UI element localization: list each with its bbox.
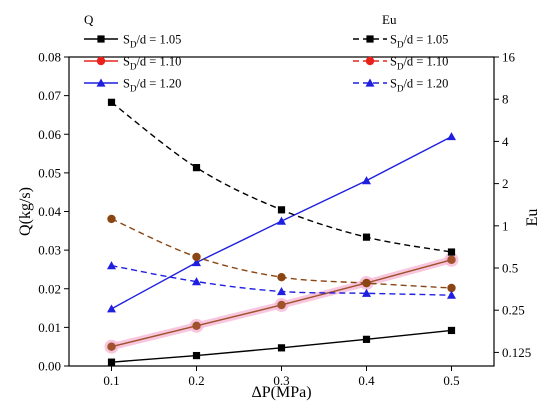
- series-point: [447, 248, 456, 256]
- legend-title: Eu: [382, 12, 397, 27]
- legend-entry-label: SD/d = 1.10: [123, 55, 181, 72]
- series-point: [277, 300, 286, 310]
- series-point: [192, 351, 201, 360]
- series-point: [362, 278, 371, 288]
- series-point: [447, 132, 456, 141]
- legend-marker: [365, 78, 375, 87]
- series-point: [362, 176, 371, 185]
- legend-entry-label: SD/d = 1.10: [390, 55, 448, 72]
- y-tick-label-left: 0.08: [38, 50, 61, 65]
- x-tick-label: 0.3: [273, 373, 289, 388]
- y-tick-label-left: 0.00: [38, 359, 61, 374]
- x-axis-label: ΔP(MPa): [251, 384, 311, 401]
- series-point: [447, 290, 456, 299]
- series-eu-3: [107, 98, 456, 256]
- y-tick-label-left: 0.03: [38, 243, 61, 258]
- y-tick-label-right: 8: [502, 92, 509, 107]
- series-point: [107, 214, 116, 224]
- series-point: [192, 164, 201, 172]
- axes-layer: 0.1 0.2 0.3 0.4 0.5 0.00 0.01 0.02 0.03 0.04 0.05 0…: [38, 50, 531, 389]
- y-tick-label-right: 4: [502, 134, 509, 149]
- y-tick-label-left: 0.07: [38, 88, 61, 103]
- series-point: [277, 272, 286, 282]
- x-tick-label: 0.5: [443, 373, 459, 388]
- y-axis-label-right: Eu: [524, 209, 541, 227]
- series-point: [277, 206, 286, 214]
- legend-marker: [96, 56, 106, 66]
- y-tick-label-left: 0.01: [38, 320, 61, 335]
- legend-marker: [96, 78, 106, 87]
- series-point: [362, 335, 371, 343]
- y-tick-label-right: 0.25: [502, 303, 525, 318]
- legend-entry-label: SD/d = 1.05: [390, 33, 448, 50]
- y-tick-label-right: 1: [502, 218, 509, 233]
- y-tick-label-right: 0.5: [502, 261, 518, 276]
- y-tick-label-right: 16: [502, 50, 516, 65]
- series-point: [107, 358, 116, 366]
- series-point: [277, 286, 286, 296]
- series-point: [192, 257, 201, 267]
- x-tick-label: 0.4: [358, 373, 375, 388]
- series-point: [362, 288, 371, 297]
- y-axis-label-left: Q(kg/s): [17, 187, 34, 236]
- series-q-2: [107, 132, 456, 313]
- x-tick-label: 0.2: [188, 373, 204, 388]
- legend-entry-label: SD/d = 1.20: [123, 77, 181, 94]
- series-q-0: [107, 326, 456, 366]
- series-q-1: [104, 252, 459, 354]
- series-point: [277, 216, 286, 225]
- legend-marker: [97, 35, 105, 43]
- series-eu-4: [107, 214, 456, 293]
- x-tick-label: 0.1: [103, 373, 119, 388]
- series-point: [107, 304, 116, 313]
- legend-marker: [365, 56, 375, 66]
- series-point: [192, 252, 201, 262]
- series-eu-5: [107, 261, 456, 299]
- y-tick-label-right: 0.125: [502, 345, 531, 360]
- series-point: [447, 326, 456, 335]
- y-tick-label-left: 0.02: [38, 281, 61, 296]
- legend-entry-label: SD/d = 1.20: [390, 77, 448, 94]
- legend-marker: [366, 35, 374, 43]
- legend-layer: Q SD/d = 1.05 SD/d = 1.10 SD/d = 1.20 Eu SD/d…: [84, 12, 448, 94]
- series-point: [362, 233, 371, 241]
- series-point: [107, 98, 116, 106]
- legend-left: Q SD/d = 1.05 SD/d = 1.10 SD/d = 1.20: [84, 12, 181, 94]
- series-layer: [104, 98, 459, 366]
- legend-title: Q: [84, 12, 94, 27]
- series-point: [277, 344, 286, 352]
- y-tick-label-left: 0.06: [38, 127, 61, 142]
- series-point: [447, 255, 456, 264]
- series-point: [107, 342, 116, 351]
- series-point: [447, 283, 456, 293]
- legend-right: Eu SD/d = 1.05 SD/d = 1.10 SD/d = 1.20: [353, 12, 448, 94]
- series-point: [192, 321, 201, 331]
- y-tick-label-left: 0.04: [38, 204, 61, 219]
- legend-entry-label: SD/d = 1.05: [123, 33, 181, 50]
- y-tick-label-left: 0.05: [38, 165, 61, 180]
- series-point: [192, 277, 201, 286]
- series-point: [107, 261, 116, 270]
- y-tick-label-right: 2: [502, 176, 509, 191]
